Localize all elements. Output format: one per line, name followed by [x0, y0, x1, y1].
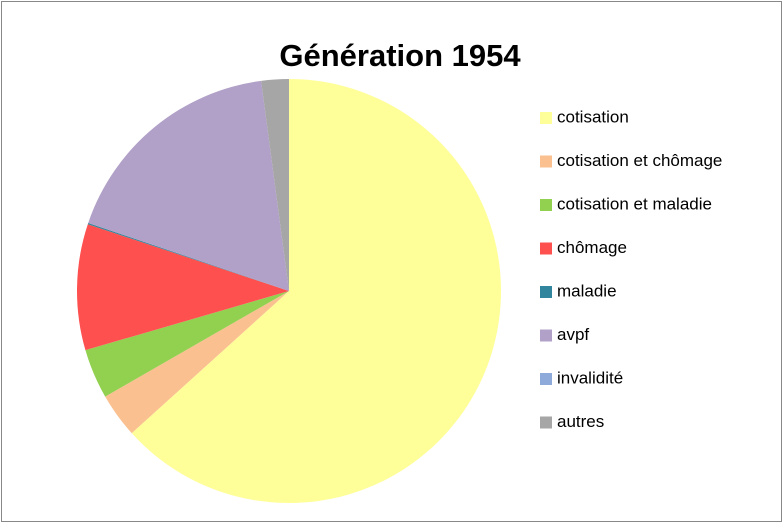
pie-slice — [87, 222, 289, 291]
legend-label: cotisation et chômage — [557, 151, 722, 170]
legend-swatch — [540, 373, 552, 385]
pie-slice — [131, 79, 502, 503]
legend-swatch — [540, 329, 552, 342]
legend-label: chômage — [557, 238, 627, 257]
pie-slice — [88, 80, 290, 292]
pie-slice — [105, 291, 289, 434]
legend-label: invalidité — [557, 368, 623, 387]
legend-label: maladie — [557, 281, 617, 300]
legend-label: avpf — [557, 325, 589, 344]
legend-label: cotisation — [557, 107, 629, 126]
pie-slice — [77, 224, 289, 351]
legend-label: cotisation et maladie — [557, 194, 712, 213]
pie-slice — [261, 79, 289, 291]
legend-swatch — [540, 155, 552, 168]
legend-swatch — [540, 112, 552, 124]
chart-title: Génération 1954 — [279, 38, 521, 73]
legend-swatch — [540, 286, 552, 298]
legend-swatch — [540, 242, 552, 255]
legend-swatch — [540, 199, 552, 211]
legend-label: autres — [557, 412, 604, 431]
legend-swatch — [540, 416, 552, 429]
pie-slice — [85, 291, 289, 397]
